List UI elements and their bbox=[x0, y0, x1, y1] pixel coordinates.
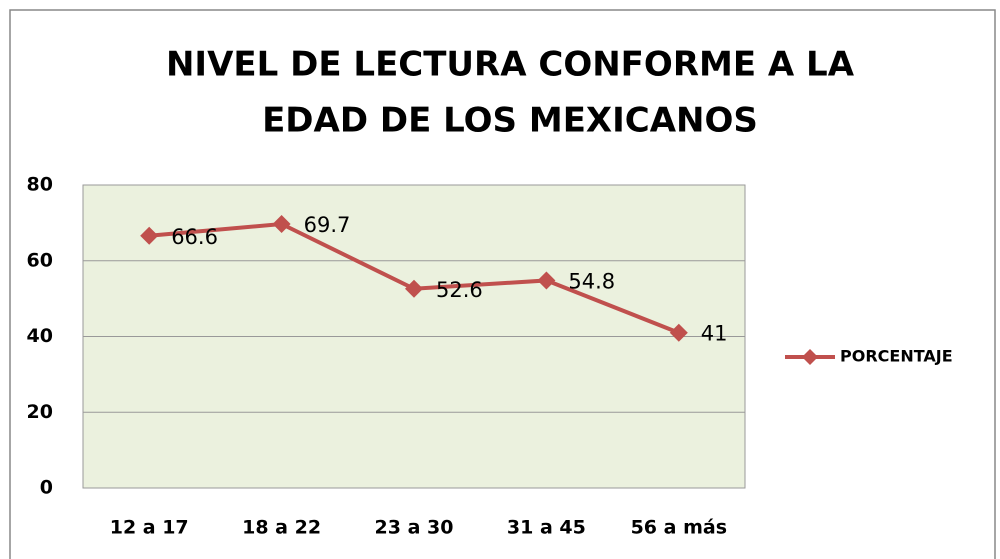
data-label: 41 bbox=[701, 322, 728, 346]
data-point bbox=[272, 215, 291, 234]
data-point bbox=[537, 271, 556, 290]
data-label: 52.6 bbox=[436, 278, 483, 302]
legend-label: PORCENTAJE bbox=[840, 347, 953, 366]
chart-title: EDAD DE LOS MEXICANOS bbox=[262, 101, 758, 141]
data-point bbox=[140, 226, 159, 245]
y-tick-label: 80 bbox=[27, 174, 53, 196]
y-tick-label: 0 bbox=[40, 477, 53, 499]
x-tick-label: 56 a más bbox=[631, 517, 727, 539]
x-tick-label: 23 a 30 bbox=[375, 517, 454, 539]
y-tick-label: 20 bbox=[27, 401, 53, 423]
data-label: 69.7 bbox=[304, 213, 351, 237]
data-point bbox=[405, 279, 423, 298]
y-tick-label: 60 bbox=[27, 249, 53, 271]
data-label: 66.6 bbox=[171, 225, 218, 249]
data-point bbox=[669, 323, 688, 342]
chart-title: NIVEL DE LECTURA CONFORME A LA bbox=[166, 45, 855, 85]
legend-marker bbox=[802, 349, 818, 365]
x-tick-label: 18 a 22 bbox=[242, 517, 321, 539]
data-label: 54.8 bbox=[568, 269, 615, 293]
y-tick-label: 40 bbox=[27, 325, 53, 347]
x-tick-label: 31 a 45 bbox=[507, 517, 586, 539]
x-tick-label: 12 a 17 bbox=[110, 517, 189, 539]
